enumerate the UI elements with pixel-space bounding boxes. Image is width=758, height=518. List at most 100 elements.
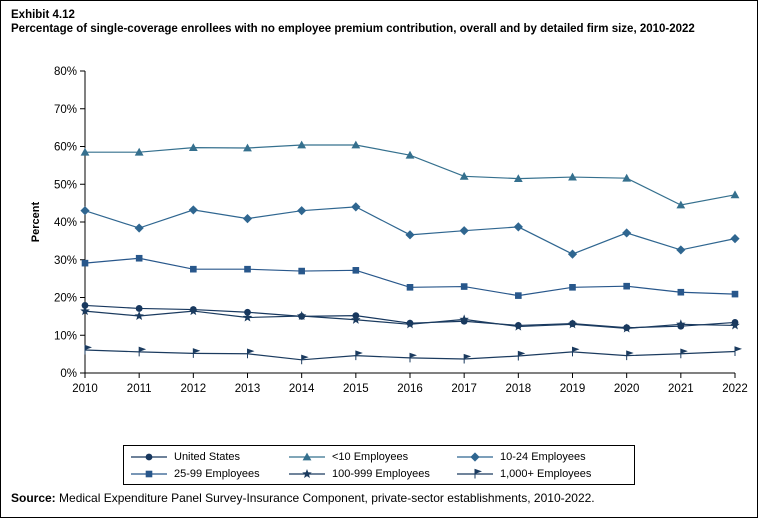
triangle-marker-icon [302, 452, 312, 460]
legend-item-label: 10-24 Employees [500, 450, 586, 463]
star-marker-icon [621, 323, 632, 333]
svg-text:2017: 2017 [451, 383, 477, 395]
exhibit-number: Exhibit 4.12 [11, 9, 75, 21]
square-marker-icon [731, 290, 739, 298]
chart-legend: United States <10 Employees 10-24 Employee… [123, 445, 635, 485]
square-legend-sample-icon [131, 470, 167, 477]
source-label: Source: [11, 491, 56, 505]
flag-marker-icon [734, 346, 742, 356]
diamond-marker-icon [513, 222, 523, 232]
legend-item: United States [130, 449, 288, 464]
square-marker-icon [145, 470, 153, 477]
series-1-000-employees [84, 344, 742, 365]
diamond-marker-icon [351, 202, 361, 212]
svg-text:2011: 2011 [127, 383, 152, 395]
chart-axes: 0% 10% 20% 30% 40% 50% 60% 70% 80% 2010 2011 2012 20… [30, 66, 748, 395]
star-marker-icon [134, 311, 144, 321]
star-marker-icon [296, 311, 307, 321]
svg-text:40%: 40% [54, 217, 77, 229]
svg-text:2020: 2020 [614, 383, 640, 395]
legend-item: 10-24 Employees [456, 449, 628, 464]
star-marker-icon [405, 319, 415, 329]
flag-marker-icon [192, 348, 201, 358]
triangle-marker-icon [405, 150, 415, 159]
square-marker-icon [677, 288, 685, 296]
flag-marker-icon [301, 354, 309, 365]
svg-text:60%: 60% [54, 142, 77, 154]
svg-text:10%: 10% [54, 330, 77, 342]
flag-marker-icon [680, 348, 688, 359]
flag-marker-icon [409, 352, 417, 363]
title-block: Exhibit 4.12 Percentage of single-covera… [11, 9, 743, 37]
star-marker-icon [188, 306, 199, 316]
diamond-marker-icon [80, 206, 90, 216]
triangle-marker-icon [188, 143, 198, 152]
svg-text:2012: 2012 [181, 383, 207, 395]
star-marker-icon [567, 319, 578, 329]
diamond-marker-icon [134, 223, 144, 233]
legend-item: 1,000+ Employees [456, 466, 628, 481]
diamond-marker-icon [405, 230, 415, 240]
series--10-employees [80, 140, 740, 209]
square-marker-icon [460, 283, 468, 290]
square-marker-icon [135, 254, 143, 262]
flag-marker-icon [463, 353, 472, 364]
svg-text:2015: 2015 [343, 383, 369, 395]
svg-text:80%: 80% [54, 66, 77, 78]
circle-marker-icon [145, 453, 153, 460]
svg-text:70%: 70% [54, 104, 77, 116]
flag-marker-icon [572, 346, 580, 357]
svg-text:2013: 2013 [235, 383, 261, 395]
flag-legend-sample-icon [457, 468, 493, 478]
svg-text:2019: 2019 [560, 383, 586, 395]
square-marker-icon [515, 292, 522, 299]
flag-marker-icon [247, 348, 255, 359]
legend-item-label: United States [174, 450, 241, 463]
chart-title: Percentage of single-coverage enrollees … [11, 23, 695, 35]
legend-item: <10 Employees [288, 449, 456, 464]
svg-text:0%: 0% [60, 368, 77, 380]
circle-marker-icon [244, 308, 251, 316]
svg-text:2018: 2018 [506, 383, 532, 395]
flag-marker-icon [517, 350, 526, 361]
square-marker-icon [569, 284, 576, 291]
diamond-marker-icon [188, 205, 198, 215]
triangle-marker-icon [730, 190, 740, 199]
square-marker-icon [190, 265, 197, 273]
legend-item: 100-999 Employees [288, 466, 456, 481]
svg-text:2016: 2016 [397, 383, 423, 395]
svg-text:50%: 50% [54, 179, 77, 191]
flag-marker-icon [626, 350, 634, 361]
svg-text:Percent: Percent [30, 201, 42, 242]
diamond-marker-icon [622, 228, 632, 238]
svg-text:30%: 30% [54, 255, 77, 267]
flag-marker-icon [138, 346, 147, 357]
legend-item-label: <10 Employees [332, 450, 409, 463]
star-marker-icon [351, 314, 361, 324]
flag-marker-icon [84, 344, 92, 355]
square-marker-icon [352, 267, 360, 274]
svg-text:2021: 2021 [668, 383, 694, 395]
diamond-marker-icon [297, 206, 307, 216]
source-note: Source: Medical Expenditure Panel Survey… [11, 491, 595, 505]
diamond-marker-icon [676, 245, 686, 255]
star-marker-icon [730, 320, 740, 330]
diamond-marker-icon [730, 234, 740, 244]
diamond-marker-icon [470, 451, 480, 462]
series-25-99-employees [81, 254, 739, 299]
series-united-states [81, 302, 739, 332]
legend-item-label: 100-999 Employees [332, 467, 430, 480]
triangle-marker-icon [80, 147, 90, 156]
square-marker-icon [244, 265, 251, 273]
square-marker-icon [623, 282, 630, 290]
star-marker-icon [302, 468, 312, 478]
square-marker-icon [406, 284, 414, 291]
star-marker-icon [513, 321, 524, 331]
triangle-marker-icon [351, 140, 361, 149]
star-legend-sample-icon [289, 468, 325, 478]
square-marker-icon [298, 267, 305, 275]
flag-marker-icon [474, 468, 482, 478]
triangle-marker-icon [134, 147, 144, 156]
svg-text:2014: 2014 [289, 383, 315, 395]
